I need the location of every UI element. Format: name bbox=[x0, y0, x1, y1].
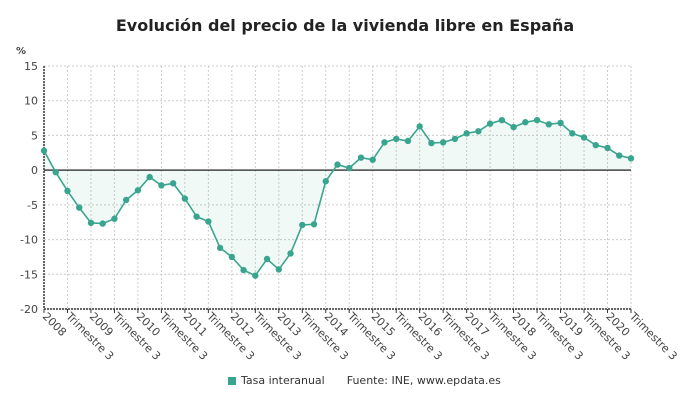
data-point bbox=[369, 156, 376, 163]
data-point bbox=[533, 116, 541, 124]
data-point bbox=[181, 195, 189, 202]
data-point bbox=[545, 121, 553, 128]
data-point bbox=[439, 139, 447, 146]
data-point bbox=[522, 119, 529, 126]
data-point bbox=[275, 266, 282, 273]
data-point bbox=[475, 128, 482, 135]
y-tick-label: 10 bbox=[24, 95, 38, 108]
data-point bbox=[416, 123, 423, 130]
y-axis-label: % bbox=[16, 46, 26, 57]
data-point bbox=[404, 137, 412, 145]
data-point bbox=[205, 218, 212, 225]
data-point bbox=[357, 154, 365, 161]
data-point bbox=[299, 221, 306, 229]
data-point bbox=[580, 134, 588, 141]
data-point bbox=[393, 135, 400, 143]
data-point bbox=[557, 119, 564, 127]
data-point bbox=[287, 250, 294, 257]
y-tick-label: 15 bbox=[24, 60, 38, 73]
data-point bbox=[604, 144, 611, 152]
data-point bbox=[322, 178, 329, 185]
data-point bbox=[569, 130, 576, 137]
data-point bbox=[252, 272, 259, 279]
data-point bbox=[616, 152, 623, 159]
data-point bbox=[122, 196, 130, 204]
data-point bbox=[346, 164, 353, 172]
data-point bbox=[381, 139, 388, 146]
data-point bbox=[64, 187, 71, 195]
data-point bbox=[428, 139, 435, 147]
data-point bbox=[334, 161, 341, 168]
y-tick-label: 5 bbox=[31, 129, 38, 142]
y-tick-label: 0 bbox=[31, 164, 38, 177]
y-tick-label: -5 bbox=[27, 199, 38, 212]
data-point bbox=[228, 253, 236, 261]
data-point bbox=[263, 255, 271, 263]
data-point bbox=[169, 180, 177, 187]
data-point bbox=[310, 221, 318, 228]
data-point bbox=[134, 187, 142, 194]
data-point bbox=[463, 130, 470, 137]
x-tick-label: 2008 bbox=[40, 310, 69, 339]
data-point bbox=[99, 220, 106, 227]
data-point bbox=[627, 155, 635, 162]
y-tick-label: -20 bbox=[20, 303, 38, 316]
data-point bbox=[510, 123, 517, 131]
data-point bbox=[486, 120, 494, 127]
legend-label: Tasa interanual bbox=[241, 374, 325, 387]
data-point bbox=[40, 147, 48, 154]
legend-swatch bbox=[228, 376, 236, 385]
x-tick-label: Trimestre 3 bbox=[626, 309, 680, 363]
legend: Tasa interanual Fuente: INE, www.epdata.… bbox=[228, 374, 501, 387]
data-point bbox=[193, 213, 200, 220]
data-point bbox=[111, 215, 118, 222]
data-point bbox=[158, 182, 165, 189]
data-point bbox=[52, 169, 59, 176]
data-point bbox=[240, 266, 247, 274]
data-point bbox=[87, 219, 95, 227]
y-tick-label: -10 bbox=[20, 234, 38, 247]
data-point bbox=[216, 244, 224, 252]
data-point bbox=[451, 135, 459, 143]
source-text: Fuente: INE, www.epdata.es bbox=[346, 374, 501, 387]
series-area bbox=[44, 120, 631, 276]
data-point bbox=[592, 141, 599, 149]
data-point bbox=[146, 173, 153, 181]
chart-title: Evolución del precio de la vivienda libr… bbox=[115, 16, 575, 35]
data-point bbox=[498, 116, 506, 124]
data-point bbox=[76, 204, 83, 211]
y-tick-label: -15 bbox=[20, 268, 38, 281]
